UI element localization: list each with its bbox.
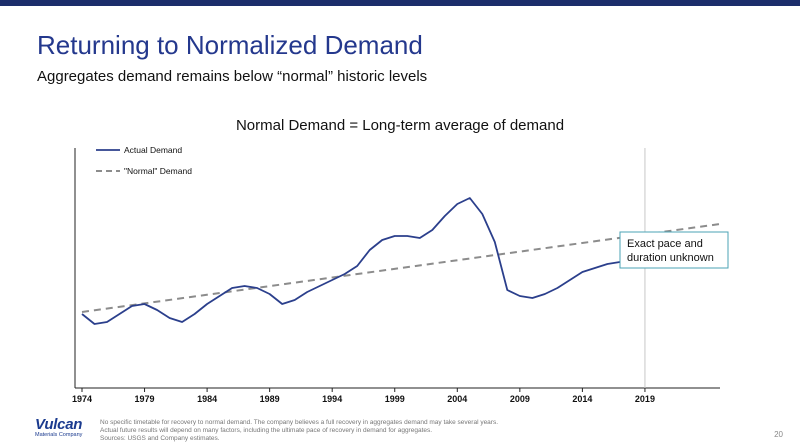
x-tick-label: 1979	[135, 394, 155, 404]
page-number: 20	[774, 430, 783, 439]
x-tick-label: 2019	[635, 394, 655, 404]
footnote-line: Actual future results will depend on man…	[100, 427, 433, 434]
vulcan-logo: Vulcan Materials Company	[35, 417, 82, 438]
annotation-text: Exact pace and	[627, 238, 703, 250]
top-accent-bar	[0, 0, 800, 6]
x-tick-label: 1984	[197, 394, 217, 404]
page-subtitle: Aggregates demand remains below “normal”…	[37, 68, 428, 85]
x-tick-label: 1999	[385, 394, 405, 404]
logo-subtitle: Materials Company	[35, 432, 83, 438]
footnote-line: Sources: USGS and Company estimates.	[100, 435, 220, 442]
x-tick-label: 2004	[447, 394, 467, 404]
logo-wordmark: Vulcan	[35, 416, 83, 433]
x-tick-label: 1994	[322, 394, 342, 404]
legend-actual-label: Actual Demand	[124, 145, 182, 155]
x-tick-label: 1974	[72, 394, 92, 404]
x-tick-label: 2014	[572, 394, 592, 404]
x-tick-label: 2009	[510, 394, 530, 404]
legend-normal-label: "Normal" Demand	[124, 166, 192, 176]
x-tick-label: 1989	[260, 394, 280, 404]
footnote-line: No specific timetable for recovery to no…	[100, 419, 499, 426]
annotation-text: duration unknown	[627, 252, 714, 264]
footnote: No specific timetable for recovery to no…	[100, 419, 660, 443]
page-title: Returning to Normalized Demand	[37, 30, 423, 60]
annotation-box	[619, 231, 729, 269]
chart-title: Normal Demand = Long-term average of dem…	[235, 117, 565, 134]
actual-demand-line	[81, 197, 633, 325]
